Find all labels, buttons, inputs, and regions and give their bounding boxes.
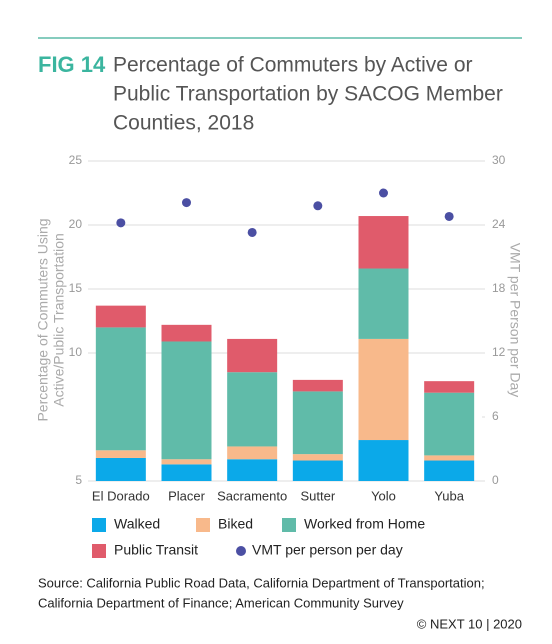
bar-segment (424, 455, 475, 461)
vmt-point (444, 211, 454, 221)
y2-tick-label: 30 (492, 153, 506, 167)
x-tick-label: Yolo (371, 488, 396, 503)
y2-tick-label: 12 (492, 345, 506, 359)
bar-segment (292, 454, 343, 461)
source: California Department of Finance; Americ… (38, 595, 404, 610)
vmt-point (313, 201, 323, 211)
legend-label: Worked from Home (304, 516, 425, 532)
y-axis-title-line: Active/Public Transportation (51, 233, 67, 407)
bar-segment (161, 459, 212, 465)
bar-segment (227, 446, 278, 460)
bar-segment (227, 338, 278, 373)
bar-segment (161, 324, 212, 342)
bar-segment (292, 391, 343, 455)
bar-segment (161, 464, 212, 481)
legend-label: Biked (218, 516, 253, 532)
chart-title: Percentage of Commuters by Active or (113, 54, 473, 77)
bar-segment (227, 372, 278, 447)
bar-segment (358, 268, 409, 339)
legend-label: Public Transit (114, 542, 198, 558)
figure-label: FIG 14 (38, 52, 106, 77)
bar-segment (424, 381, 475, 393)
bar-segment (95, 450, 146, 458)
vmt-point (116, 218, 126, 228)
x-tick-label: Sacramento (217, 488, 287, 503)
legend-swatch (92, 518, 106, 532)
y-tick-label: 25 (69, 153, 83, 167)
y2-tick-label: 0 (492, 473, 499, 487)
vmt-point (247, 227, 257, 237)
y-axis-title-line: Percentage of Commuters Using (35, 218, 51, 421)
chart-title: Counties, 2018 (113, 112, 254, 135)
x-tick-label: Sutter (300, 488, 335, 503)
y-axis-title: Percentage of Commuters Using Active/Pub… (35, 218, 67, 421)
legend-marker (236, 546, 246, 556)
y2-tick-label: 24 (492, 217, 506, 231)
bar-segment (358, 216, 409, 269)
bar-segment (95, 305, 146, 328)
legend-label: Walked (114, 516, 160, 532)
legend-swatch (92, 544, 106, 558)
credit: © NEXT 10 | 2020 (417, 616, 522, 631)
bar-segment (292, 460, 343, 481)
bar-segment (358, 338, 409, 441)
y-tick-label: 10 (69, 345, 83, 359)
bar-segment (95, 457, 146, 481)
x-tick-label: Yuba (434, 488, 464, 503)
vmt-point (379, 188, 388, 198)
bar-segment (227, 459, 278, 481)
vmt-point (182, 198, 191, 208)
y2-tick-label: 18 (492, 281, 506, 295)
legend-label: VMT per person per day (252, 542, 403, 558)
legend-swatch (282, 518, 296, 532)
y2-axis-title: VMT per Person per Day (507, 243, 523, 398)
chart-title: Public Transportation by SACOG Member (113, 83, 503, 106)
x-tick-label: El Dorado (92, 488, 150, 503)
source: Source: California Public Road Data, Cal… (38, 575, 485, 590)
bar-segment (161, 341, 212, 460)
y-tick-label: 5 (75, 473, 82, 487)
x-tick-label: Placer (168, 488, 206, 503)
y2-tick-label: 6 (492, 409, 499, 423)
bar-segment (358, 440, 409, 481)
bar-segment (292, 379, 343, 392)
y-tick-label: 20 (69, 217, 83, 231)
bar-segment (424, 392, 475, 456)
y-tick-label: 15 (69, 281, 83, 295)
legend-swatch (196, 518, 210, 532)
bar-segment (95, 327, 146, 451)
bar-segment (424, 460, 475, 481)
